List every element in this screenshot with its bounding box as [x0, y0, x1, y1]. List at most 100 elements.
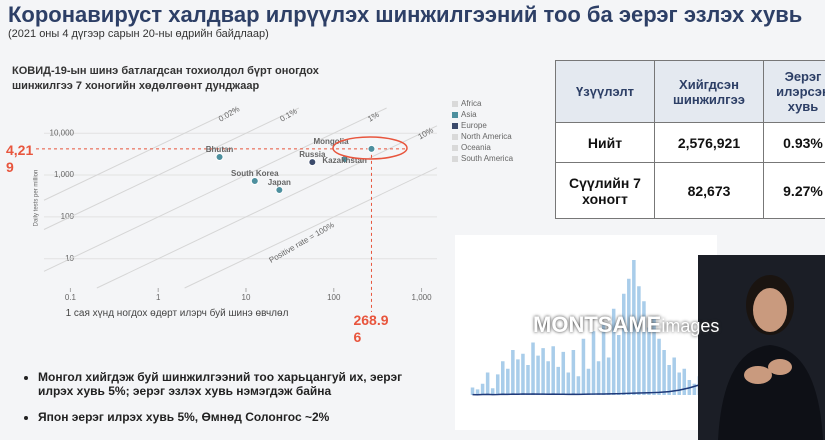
annotation: 268.96: [353, 312, 389, 345]
highlight: [332, 136, 408, 160]
point: [250, 177, 259, 186]
bar: [682, 368, 687, 395]
legend-swatch: [452, 145, 458, 151]
x-tick-label: 10: [242, 293, 251, 302]
legend-label: Asia: [461, 110, 477, 119]
legend-label: South America: [461, 154, 514, 163]
rate-line: [43, 107, 238, 201]
bullet: Монгол хийгдэж буй шинжилгээний тоо харь…: [38, 370, 420, 398]
rate-label: 0.02%: [217, 104, 241, 123]
bar: [586, 368, 591, 395]
legend-label: Oceania: [461, 143, 491, 152]
cell: Нийт: [555, 122, 655, 163]
title: Коронавируст халдвар илрүүлэх шинжилгээн…: [8, 2, 803, 27]
legend-label: Africa: [461, 99, 482, 108]
bar: [501, 361, 505, 395]
point: [367, 144, 376, 153]
bar: [536, 355, 540, 395]
bullet: Япон эерэг илрэх хувь 5%, Өмнөд Солонгос…: [38, 410, 420, 424]
bar: [551, 346, 555, 395]
bar: [662, 350, 666, 395]
table: Үзүүлэлт Хийгдсэн шинжилгээ Эерэг илэрсэн …: [555, 60, 825, 219]
chart-title: КОВИД-19-ын шинэ батлагдсан тохиолдол бү…: [12, 65, 319, 92]
point: [308, 158, 317, 167]
cell: 2,576,921: [654, 122, 764, 163]
bar: [606, 357, 611, 395]
legend-label: North America: [461, 132, 512, 141]
bar: [672, 357, 676, 395]
bar: [541, 348, 545, 395]
presenter: [698, 255, 825, 440]
bullets: Монгол хийгдэж буй шинжилгээний тоо харь…: [20, 370, 420, 436]
legend-swatch: [452, 156, 458, 162]
y-tick-label: 10: [65, 254, 74, 263]
table-wrap: Үзүүлэлт Хийгдсэн шинжилгээ Эерэг илэрсэн …: [555, 60, 825, 219]
bar: [506, 368, 510, 395]
bar: [692, 383, 697, 395]
bar: [632, 260, 636, 395]
point: [275, 185, 284, 194]
body: [718, 345, 823, 440]
bar: [611, 308, 616, 395]
bar: [480, 383, 485, 395]
bar: [657, 338, 661, 395]
bar: [596, 361, 601, 395]
rate-label: 0.1%: [278, 107, 298, 124]
y-axis-label: Daily tests per million: [34, 170, 40, 227]
x-tick-label: 1,000: [412, 293, 433, 302]
legend-swatch: [452, 134, 458, 140]
watermark-brand: MONTSAME: [533, 312, 662, 337]
hand: [768, 359, 792, 375]
subtitle: (2021 оны 4 дүгээр сарын 20-ны өдрийн ба…: [8, 28, 269, 40]
point-label: Mongolia: [313, 137, 349, 146]
x-tick-label: 0.1: [65, 293, 77, 302]
bar: [637, 286, 641, 395]
x-tick-label: 100: [327, 293, 341, 302]
rate-label: Positive rate = 100%: [268, 220, 336, 265]
plot: 10 100 1,000 10,000 0.1 1 10 100 1,000 Daily test…: [34, 99, 514, 312]
legend-label: Europe: [461, 121, 487, 130]
bar: [627, 278, 631, 395]
bar: [516, 359, 520, 395]
watermark: MONTSAMEimages: [533, 312, 719, 338]
bar: [652, 316, 656, 395]
legend-swatch: [452, 123, 458, 129]
rate-line: [184, 167, 438, 289]
bar: [647, 327, 651, 395]
bar: [495, 374, 500, 395]
point-label: Bhutan: [206, 145, 234, 154]
annotation: 4,219: [6, 142, 34, 175]
point-label: Japan: [268, 178, 291, 187]
x-axis-label: 1 сая хүнд ногдох өдөрт илэрч буй шинэ ө…: [65, 308, 289, 319]
bar: [485, 372, 490, 395]
point-label: Russia: [299, 150, 326, 159]
bar: [581, 338, 586, 395]
header-cell: Эерэг илэрсэн хувь: [763, 60, 825, 123]
bar: [531, 342, 535, 395]
x-tick-label: 1: [156, 293, 161, 302]
legend-swatch: [452, 112, 458, 118]
bar: [571, 350, 576, 395]
cell: 82,673: [654, 162, 764, 219]
bar: [591, 331, 596, 395]
legend-swatch: [452, 101, 458, 107]
y-tick-label: 10,000: [50, 128, 75, 137]
cell: 9.27%: [763, 162, 825, 219]
cell: 0.93%: [763, 122, 825, 163]
bar: [475, 389, 480, 395]
point-label: Kazakhstan: [322, 156, 367, 165]
bar: [642, 301, 646, 395]
bar: [526, 365, 530, 395]
y-tick-label: 100: [61, 212, 75, 221]
bar: [601, 323, 606, 395]
hand: [744, 366, 772, 384]
rate-line: [43, 107, 300, 230]
bar: [561, 351, 566, 395]
point-label: South Korea: [231, 169, 279, 178]
bar: [521, 353, 525, 395]
bar: [490, 388, 495, 395]
bar: [470, 387, 475, 395]
point: [215, 152, 224, 161]
